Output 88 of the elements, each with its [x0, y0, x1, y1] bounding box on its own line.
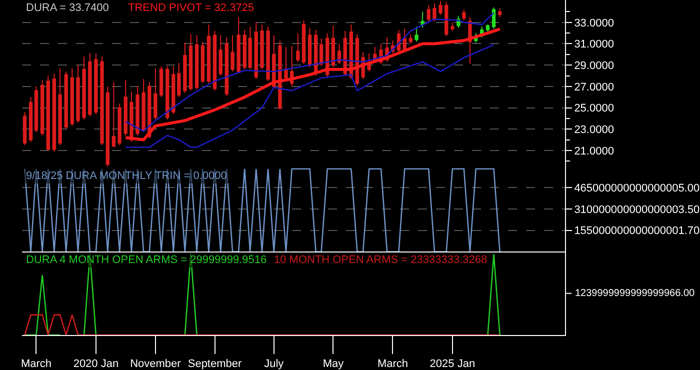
candlestick: [438, 0, 442, 16]
candlestick: [70, 68, 74, 126]
x-tick-label: 2020 Jan: [73, 358, 119, 370]
x-tick-label: March: [20, 358, 52, 370]
candlestick: [166, 66, 170, 120]
candlestick: [248, 26, 252, 70]
candlestick: [194, 34, 199, 90]
candlestick: [159, 66, 164, 98]
series-label: 9/18/25 DURA MONTHLY TRIN = 0.0000: [26, 170, 227, 182]
candlestick: [486, 24, 490, 33]
candlestick: [224, 36, 229, 97]
x-tick-label: November: [130, 358, 182, 370]
y-tick-label: 31.0000: [574, 38, 614, 51]
candlestick: [52, 73, 56, 152]
candlestick: [76, 64, 80, 124]
y-tick-label: 23.0000: [574, 124, 614, 136]
x-tick-label: July: [264, 358, 284, 370]
y-tick-label: 29.0000: [574, 60, 614, 72]
y-tick-label: 33.0000: [574, 17, 614, 30]
candlestick: [462, 9, 466, 21]
candlestick: [82, 56, 86, 120]
x-tick-label: September: [188, 358, 242, 370]
candlestick: [34, 86, 38, 133]
candlestick: [58, 68, 62, 146]
candlestick: [420, 11, 424, 28]
candlestick: [414, 26, 418, 42]
candlestick: [28, 96, 33, 142]
candlestick: [408, 34, 412, 44]
candlestick: [130, 91, 134, 142]
candlestick: [218, 34, 222, 76]
candlestick: [142, 78, 146, 133]
line-series: [124, 28, 502, 142]
candlestick: [302, 20, 306, 65]
candlestick: [498, 8, 502, 18]
candlestick: [296, 32, 300, 62]
candlestick: [426, 4, 430, 22]
candlestick: [308, 27, 312, 68]
candlestick: [284, 46, 288, 81]
annotation: DURA = 33.7400: [26, 2, 109, 14]
line-series: [124, 44, 494, 148]
y-tick-label: 27.0000: [574, 81, 614, 94]
candlestick: [367, 52, 371, 72]
text: 10 MONTH OPEN ARMS = 23333333.3268: [274, 254, 488, 266]
candlestick: [272, 34, 276, 90]
candlestick: [450, 22, 454, 32]
candlestick: [236, 16, 240, 74]
candlestick: [64, 70, 68, 130]
candlestick: [154, 68, 158, 120]
text: TREND PIVOT = 32.3725: [128, 2, 254, 14]
x-tick-label: 2025 Jan: [430, 358, 476, 370]
candlestick: [242, 29, 246, 70]
candlestick: [124, 80, 128, 136]
candlestick: [444, 2, 448, 37]
x-tick-label: March: [377, 358, 408, 370]
candlestick: [254, 22, 258, 80]
candlestick: [88, 52, 92, 117]
candlestick: [278, 40, 282, 110]
candlestick: [118, 102, 122, 146]
candlestick: [22, 112, 27, 146]
y-tick-label: 310000000000000003.50: [574, 204, 700, 216]
candlestick: [46, 75, 50, 151]
candlestick: [230, 34, 234, 72]
candlestick: [183, 42, 187, 94]
y-tick-label: 155000000000000001.70: [574, 225, 700, 238]
candlestick: [212, 30, 217, 92]
candlestick: [331, 25, 336, 68]
candlestick: [266, 26, 270, 82]
text: 1239999999999999966.00: [575, 288, 696, 299]
series-label: DURA 4 MONTH OPEN ARMS = 29999999.9516: [26, 254, 267, 266]
candlestick: [112, 82, 116, 148]
y-tick-label: 25.0000: [574, 102, 614, 115]
candlestick: [260, 24, 264, 70]
candlestick: [206, 24, 211, 84]
candlestick: [136, 86, 140, 136]
line-series: [124, 12, 494, 132]
candlestick: [337, 43, 342, 65]
candlestick: [432, 2, 436, 22]
candlestick: [40, 80, 44, 136]
candlestick: [188, 34, 193, 92]
candlestick: [492, 6, 496, 30]
y-tick-label: 21.0000: [574, 145, 614, 158]
y-tick-label: 465000000000000005.00: [574, 182, 700, 194]
candlestick: [100, 56, 104, 146]
candlestick: [106, 86, 110, 167]
x-tick-label: May: [322, 358, 344, 370]
candlestick: [319, 38, 324, 67]
candlestick: [200, 41, 205, 84]
candlestick: [94, 52, 98, 115]
